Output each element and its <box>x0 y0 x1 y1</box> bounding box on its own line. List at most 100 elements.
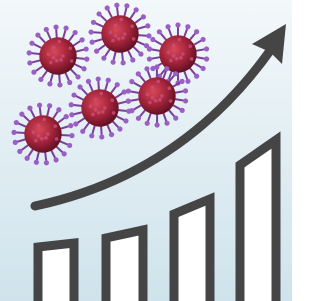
virus-spike-tip <box>31 70 36 75</box>
virus-spike-tip <box>75 74 80 79</box>
virus-dot <box>53 124 57 128</box>
virus-dot <box>154 99 158 103</box>
virus-spike-tip <box>154 64 159 69</box>
virus-dot <box>94 108 98 112</box>
virus-spike-tip <box>53 157 58 162</box>
virus-spike-tip <box>14 120 19 125</box>
virus-dot <box>121 36 125 40</box>
virus-spike-tip <box>79 37 84 42</box>
virus-spike-tip <box>69 133 74 138</box>
virus-dot <box>146 93 150 97</box>
virus-spike-tip <box>99 134 104 139</box>
virus-dot <box>34 139 38 143</box>
virus-spike-tip <box>141 14 146 19</box>
illustration <box>0 0 292 301</box>
virus-dot <box>40 137 44 141</box>
virus-spike-tip <box>84 57 89 62</box>
virus-spike-tip <box>71 92 76 97</box>
virus-spike-tip <box>67 143 72 148</box>
virus-spike-tip <box>180 108 185 113</box>
virus-dot <box>97 111 101 115</box>
virus-spike-tip <box>37 103 42 108</box>
virus-dot <box>156 80 160 84</box>
virus-spike-tip <box>123 118 128 123</box>
virus-dot <box>172 44 176 48</box>
virus-spike-tip <box>80 129 85 134</box>
virus-spike-tip <box>147 46 152 51</box>
virus-spike-tip <box>114 3 119 8</box>
virus-dot <box>167 86 171 90</box>
virus-spike-tip <box>73 121 78 126</box>
virus-spike-tip <box>27 106 32 111</box>
virus-dot <box>91 113 95 117</box>
virus-dot <box>47 53 51 57</box>
virus-dot <box>89 105 93 109</box>
virus-dot <box>151 96 155 100</box>
virus-spike-tip <box>201 66 206 71</box>
virus-spike-tip <box>27 50 32 55</box>
virus-spike-tip <box>91 20 96 25</box>
virus-spike-tip <box>90 40 95 45</box>
virus-dot <box>103 106 107 110</box>
virus-spike-tip <box>130 57 135 62</box>
virus-spike-tip <box>173 116 178 121</box>
virus-dot <box>188 44 192 48</box>
virus-spike-tip <box>44 160 49 165</box>
virus-spike-tip <box>136 116 141 121</box>
virus-spike-tip <box>183 88 188 93</box>
virus-dot <box>44 136 48 140</box>
virus-spike-tip <box>25 156 30 161</box>
virus-spike-tip <box>64 114 69 119</box>
virus-spike-tip <box>69 102 74 107</box>
virus-dot <box>61 54 65 58</box>
virus-spike-tip <box>157 29 162 34</box>
virus-spike-tip <box>62 151 67 156</box>
virus-dot <box>151 86 155 90</box>
virus-dot <box>70 59 74 63</box>
virus-spike-tip <box>115 82 120 87</box>
virus-spike-tip <box>185 79 190 84</box>
virus-spike-tip <box>96 76 101 81</box>
virus-spike-tip <box>164 66 169 71</box>
virus-spike-tip <box>134 7 139 12</box>
virus-spike-tip <box>124 3 129 8</box>
virus-dot <box>158 98 162 102</box>
virus-spike-tip <box>35 32 40 37</box>
virus-dot <box>119 18 123 22</box>
virus-spike-tip <box>185 24 190 29</box>
virus-dot <box>175 57 179 61</box>
virus-body <box>81 89 118 126</box>
virus-spike-tip <box>94 49 99 54</box>
virus-dot <box>160 94 164 98</box>
virus-spike-tip <box>183 98 188 103</box>
virus-dot <box>42 118 46 122</box>
virus-spike-tip <box>63 26 68 31</box>
virus-dot <box>94 98 98 102</box>
virus-spike-tip <box>73 30 78 35</box>
virus-spike-tip <box>81 66 86 71</box>
virus-dot <box>37 124 41 128</box>
virus-dot <box>101 110 105 114</box>
virus-spike-tip <box>106 78 111 83</box>
virus-spike-tip <box>89 133 94 138</box>
virus-spike-tip <box>121 60 126 65</box>
virus-dot <box>110 98 114 102</box>
virus-spike-tip <box>88 29 93 34</box>
virus-spike-tip <box>47 103 52 108</box>
virus-dot <box>172 54 176 58</box>
virus-spike-tip <box>69 112 74 117</box>
virus-spike-tip <box>126 109 131 114</box>
virus-spike-tip <box>155 122 160 127</box>
virus-spike-tip <box>144 66 149 71</box>
virus-spike-tip <box>13 140 18 145</box>
virus-spike-tip <box>145 121 150 126</box>
virus-spike-tip <box>29 41 34 46</box>
virus-spike-tip <box>147 56 152 61</box>
virus-dot <box>177 38 181 42</box>
virus-spike-tip <box>77 84 82 89</box>
virus-dot <box>68 46 72 50</box>
virus-spike-tip <box>109 132 114 137</box>
virus-spike-tip <box>34 160 39 165</box>
virus-spike-tip <box>146 33 151 38</box>
virus-spike-tip <box>194 29 199 34</box>
